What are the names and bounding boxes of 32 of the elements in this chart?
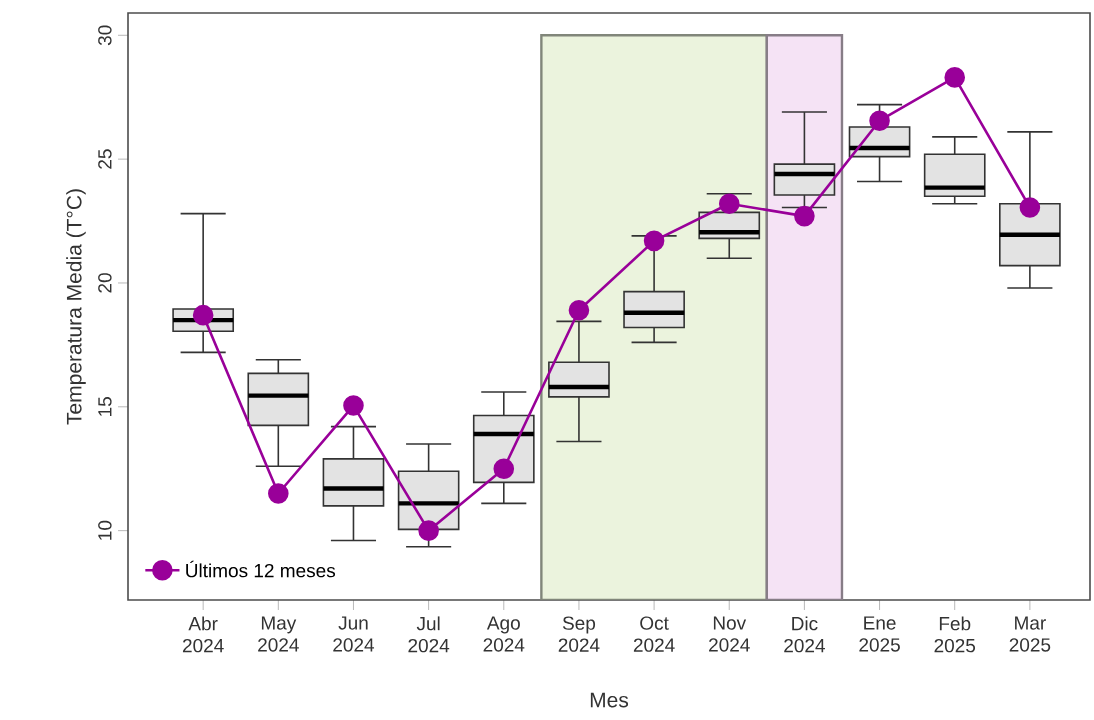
x-tick-label: Nov 2024 — [709, 616, 750, 652]
point — [944, 67, 966, 88]
y-tick-label: 15 — [98, 397, 112, 416]
point — [568, 299, 590, 321]
x-tick-label: Oct 2024 — [633, 616, 675, 652]
y-axis-title: Temperatura Media (T°C) — [66, 189, 86, 425]
y-tick-label: 25 — [98, 149, 112, 169]
x-axis-title: Mes — [590, 692, 629, 708]
point — [718, 193, 740, 215]
point — [869, 110, 890, 132]
x-tick-label: Ago 2024 — [483, 616, 525, 652]
point — [1019, 197, 1041, 218]
point — [794, 205, 815, 227]
x-tick-label: Ene 2025 — [859, 616, 900, 652]
x-tick-label: Sep 2024 — [558, 616, 600, 652]
x-tick-label: Feb 2025 — [934, 616, 976, 653]
x-tick-label: Mar 2025 — [1009, 616, 1051, 652]
legend-label: Últimos 12 meses — [186, 560, 336, 578]
x-tick-label: May 2024 — [258, 616, 299, 652]
point — [343, 395, 364, 416]
point — [493, 458, 515, 480]
x-tick-label: Dic 2024 — [784, 616, 825, 653]
point — [192, 304, 214, 326]
x-tick-label: Jun 2024 — [333, 616, 375, 652]
x-tick-label: Jul 2024 — [408, 616, 450, 653]
point — [418, 520, 439, 541]
y-tick-label: 10 — [98, 520, 112, 540]
y-tick-label: 30 — [98, 25, 112, 46]
x-tick-label: Abr 2024 — [182, 616, 224, 653]
point — [268, 483, 289, 504]
point — [643, 230, 665, 252]
y-tick-label: 20 — [98, 273, 112, 293]
